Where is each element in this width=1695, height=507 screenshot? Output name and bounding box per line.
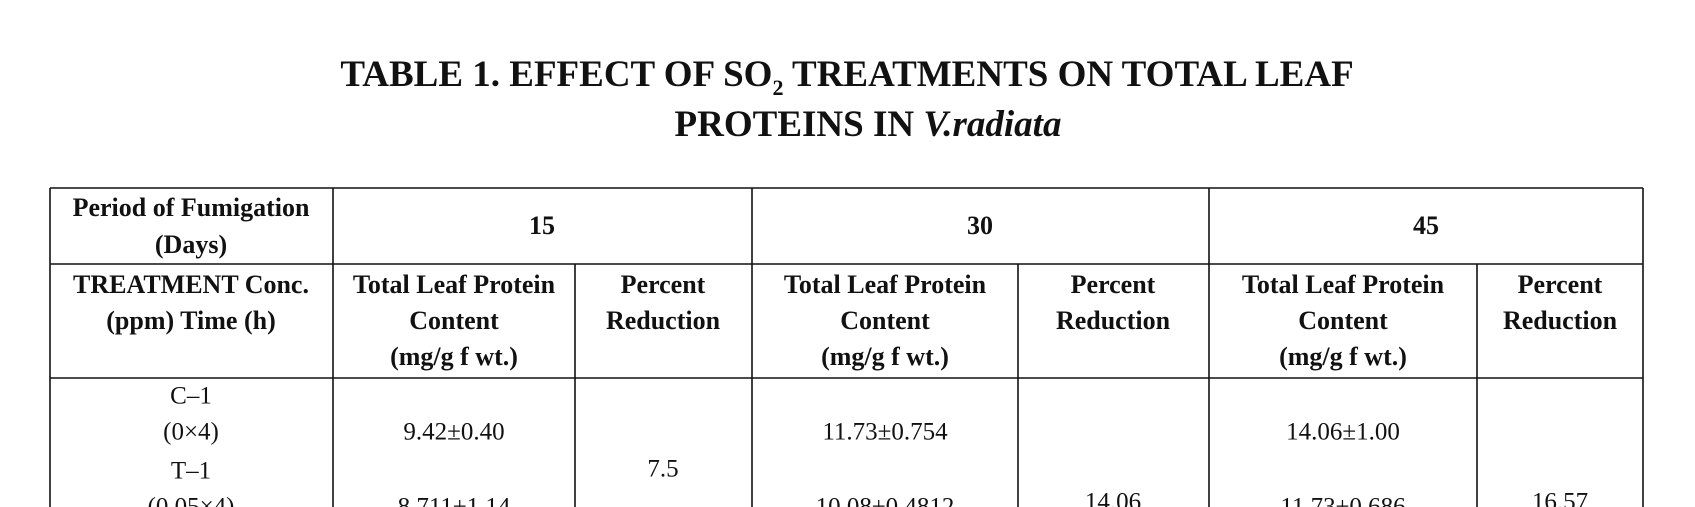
table-cell: 7.5 [647,456,678,483]
title-subscript: 2 [772,75,783,100]
table-cell: Reduction [606,306,721,335]
table-cell: 11.73±0.754 [822,419,948,446]
title-text: PROTEINS IN [675,104,924,145]
table-cell: Reduction [1056,306,1171,335]
header-cell: 30 [967,211,993,240]
header-cell: (Days) [155,230,227,259]
table-cell: 14.06 [1085,489,1141,507]
header-row-2: TREATMENT Conc. (ppm) Time (h) Total Leaf … [73,270,1618,371]
table-cell: Total Leaf Protein [1242,270,1445,299]
table-cell: T–1 [171,458,211,485]
table-cell: Percent [621,270,706,299]
title-italic: V.radiata [923,104,1061,145]
table-cell: TREATMENT Conc. [73,270,309,299]
table-cell: Content [840,306,930,335]
table-cell: Content [1298,306,1388,335]
table-cell: (ppm) Time (h) [106,306,276,335]
table-cell: (mg/g f wt.) [390,342,518,371]
table-cell: 8.711±1.14 [398,494,511,507]
table-cell: Content [409,306,499,335]
table-cell: (mg/g f wt.) [1279,342,1407,371]
table-cell: Total Leaf Protein [353,270,556,299]
title-line-1: TABLE 1. EFFECT OF SO2 TREATMENTS ON TOT… [340,54,1353,100]
table-cell: 16.57 [1532,489,1588,507]
table-cell: C–1 [170,383,212,410]
title-line-2: PROTEINS IN V.radiata [675,104,1062,145]
table-cell: Reduction [1503,306,1618,335]
table-cell: (mg/g f wt.) [821,342,949,371]
table-cell: 11.73±0.686 [1280,494,1405,507]
table-cell: 10.08±0.4812 [816,494,955,507]
title-text: TREATMENTS ON TOTAL LEAF [783,54,1353,95]
table-cell: Total Leaf Protein [784,270,987,299]
title-text: TABLE 1. EFFECT OF SO [340,54,772,95]
header-cell: 45 [1413,211,1439,240]
table-cell: (0×4) [163,419,219,446]
table-grid [49,187,1644,507]
header-cell: Period of Fumigation [73,193,310,222]
header-row-1: Period of Fumigation (Days) 15 30 45 [73,193,1439,259]
table-cell: Percent [1071,270,1156,299]
table-cell: 14.06±1.00 [1286,419,1400,446]
header-cell: 15 [529,211,555,240]
table-body: C–1 (0×4) 9.42±0.40 11.73±0.754 14.06±1.00 T–… [148,383,1589,507]
table-cell: Percent [1518,270,1603,299]
table-cell: 9.42±0.40 [403,419,504,446]
table-cell: (0.05×4) [148,494,235,507]
